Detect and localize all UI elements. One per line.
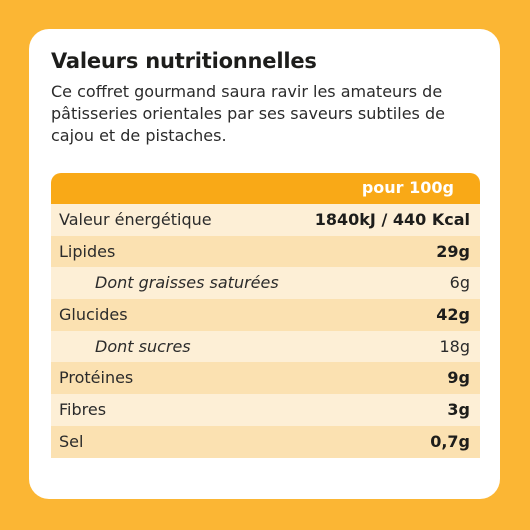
table-row-sugars: Dont sucres 18g	[51, 330, 480, 363]
row-label: Protéines	[59, 368, 134, 388]
row-label: Dont sucres	[95, 336, 191, 356]
row-label: Dont graisses saturées	[95, 273, 279, 293]
row-value: 6g	[449, 273, 470, 293]
table-header-label: pour 100g	[361, 178, 454, 197]
table-header: pour 100g	[51, 173, 480, 204]
row-value: 0,7g	[430, 431, 470, 451]
row-label: Lipides	[59, 241, 116, 261]
table-row-lipides: Lipides 29g	[51, 235, 480, 268]
card-title: Valeurs nutritionnelles	[51, 49, 317, 73]
row-value: 42g	[436, 305, 470, 325]
table-row-fibres: Fibres 3g	[51, 394, 480, 426]
card-description: Ce coffret gourmand saura ravir les amat…	[51, 82, 445, 145]
table-row-energy: Valeur énergétique 1840kJ / 440 Kcal	[51, 204, 480, 236]
table-row-proteines: Protéines 9g	[51, 362, 480, 395]
row-value: 3g	[447, 400, 470, 420]
row-label: Valeur énergétique	[59, 210, 212, 229]
row-value: 29g	[436, 241, 470, 261]
row-value: 18g	[439, 336, 470, 356]
row-value: 9g	[447, 368, 470, 388]
nutrition-card: Valeurs nutritionnelles Ce coffret gourm…	[29, 29, 500, 499]
row-value: 1840kJ / 440 Kcal	[314, 210, 470, 229]
table-row-saturated-fats: Dont graisses saturées 6g	[51, 267, 480, 300]
row-label: Glucides	[59, 305, 128, 325]
table-rows: Valeur énergétique 1840kJ / 440 Kcal Lip…	[51, 204, 480, 458]
row-label: Sel	[59, 431, 84, 451]
nutrition-table: pour 100g Valeur énergétique 1840kJ / 44…	[51, 173, 480, 458]
table-row-sel: Sel 0,7g	[51, 425, 480, 458]
row-label: Fibres	[59, 400, 107, 420]
table-row-glucides: Glucides 42g	[51, 299, 480, 331]
